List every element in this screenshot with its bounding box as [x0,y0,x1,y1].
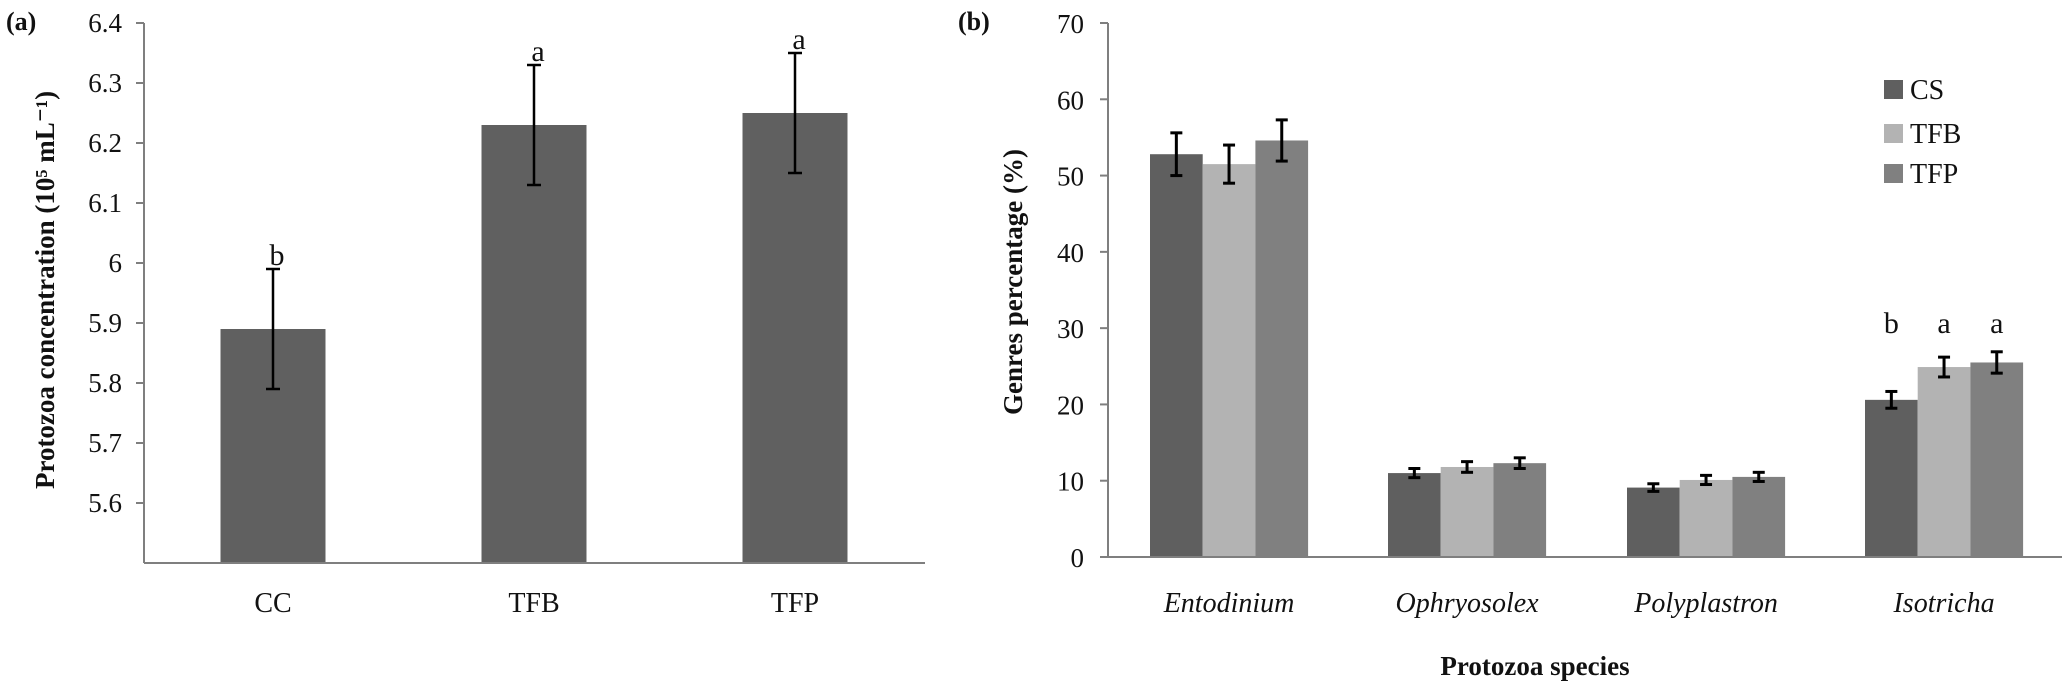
panel-b-label: (b) [958,7,990,36]
bar-tfp [742,113,848,563]
bar-tfp-polyplastron [1732,476,1786,557]
significance-letter: b [270,239,285,272]
error-bar-tfp-entodinium [1275,118,1288,163]
significance-letter: a [1937,307,1950,340]
bar-tfb-entodinium [1202,164,1256,557]
bar-tfp-ophryosolex [1493,463,1547,557]
error-bar-cs-polyplastron [1647,482,1660,493]
error-bar-cs-entodinium [1170,131,1183,178]
panel-a-y-axis-title: Protozoa concentration (10⁵ mL⁻¹) [30,91,60,489]
x-tick-label: CC [254,588,291,619]
panel-b-legend: CS TFB TFP [1884,75,1961,190]
x-tick-label: Polyplastron [1633,588,1778,619]
panel-b-y-ticks: 0 10 20 30 40 50 60 70 [1057,9,1108,573]
panel-b-axes [1107,23,2062,558]
legend-swatch [1884,80,1903,99]
panel-b-x-tick-labels: Entodinium Ophryosolex Polyplastron Isotric… [1163,588,1995,619]
y-tick-label: 6.4 [88,8,122,38]
error-bar-tfb-ophryosolex [1461,460,1474,474]
significance-letter: b [1884,307,1899,340]
y-tick-label: 50 [1057,162,1084,192]
panel-b-x-axis-title: Protozoa species [1440,651,1629,681]
bar-tfb-polyplastron [1679,479,1733,557]
y-tick-label: 6.3 [88,68,122,98]
error-bar-tfb-polyplastron [1700,473,1713,487]
error-bar-tfp [788,51,802,175]
bar-cs-isotricha [1865,399,1918,557]
y-tick-label: 60 [1057,85,1084,115]
y-tick-label: 20 [1057,390,1084,420]
y-tick-label: 5.9 [88,308,122,338]
panel-b-chart: (b) Genres percentage (%) Protozoa speci… [958,7,2062,681]
legend-label: TFP [1910,159,1958,190]
y-tick-label: 6 [109,248,123,278]
bar-cs-polyplastron [1627,487,1680,557]
bar-cs-entodinium [1150,154,1203,557]
error-bar-tfb-entodinium [1223,143,1236,185]
bar-tfp-entodinium [1255,140,1309,558]
y-tick-label: 0 [1071,543,1085,573]
significance-letter: a [792,23,805,56]
legend-swatch [1884,164,1903,183]
significance-letter: a [531,35,544,68]
y-tick-label: 6.2 [88,128,122,158]
y-tick-label: 70 [1057,9,1084,39]
x-tick-label: Entodinium [1163,588,1295,619]
y-tick-label: 5.7 [88,428,122,458]
error-bar-tfb-isotricha [1938,355,1951,379]
x-tick-label: TFP [771,588,819,619]
legend-item-cs: CS [1884,75,1944,106]
panel-a-axes [143,23,925,564]
error-bar-cc [266,267,280,391]
y-tick-label: 5.8 [88,368,122,398]
error-bar-tfp-polyplastron [1752,470,1765,483]
panel-b-y-axis-title: Genres percentage (%) [998,149,1028,415]
significance-letter: a [1990,307,2003,340]
y-tick-label: 30 [1057,314,1084,344]
error-bar-tfp-ophryosolex [1513,456,1526,471]
error-bar-cs-isotricha [1885,389,1898,410]
legend-item-tfb: TFB [1884,119,1961,150]
panel-a-y-ticks: 5.6 5.7 5.8 5.9 6 6.1 6.2 6.3 6.4 [88,8,144,518]
legend-item-tfp: TFP [1884,159,1958,190]
x-tick-label: TFB [508,588,559,619]
bar-tfb-ophryosolex [1440,466,1494,557]
legend-label: CS [1910,75,1944,106]
x-tick-label: Isotricha [1892,588,1994,619]
bar-tfp-isotricha [1970,362,2024,557]
panel-a-x-tick-labels: CC TFB TFP [254,588,819,619]
error-bar-tfb [527,63,541,187]
error-bar-cs-ophryosolex [1408,467,1421,480]
bar-cs-ophryosolex [1388,473,1441,557]
legend-swatch [1884,124,1903,143]
y-tick-label: 6.1 [88,188,122,218]
bar-tfb [481,125,587,563]
bar-tfb-isotricha [1917,367,1971,557]
panel-a-bars: b a a [220,23,848,563]
legend-label: TFB [1910,119,1961,150]
panel-a-chart: (a) Protozoa concentration (10⁵ mL⁻¹) 5.… [6,7,925,619]
y-tick-label: 40 [1057,238,1084,268]
panel-a-label: (a) [6,7,36,36]
error-bar-tfp-isotricha [1990,350,2003,375]
x-tick-label: Ophryosolex [1396,588,1540,619]
y-tick-label: 5.6 [88,488,122,518]
y-tick-label: 10 [1057,467,1084,497]
